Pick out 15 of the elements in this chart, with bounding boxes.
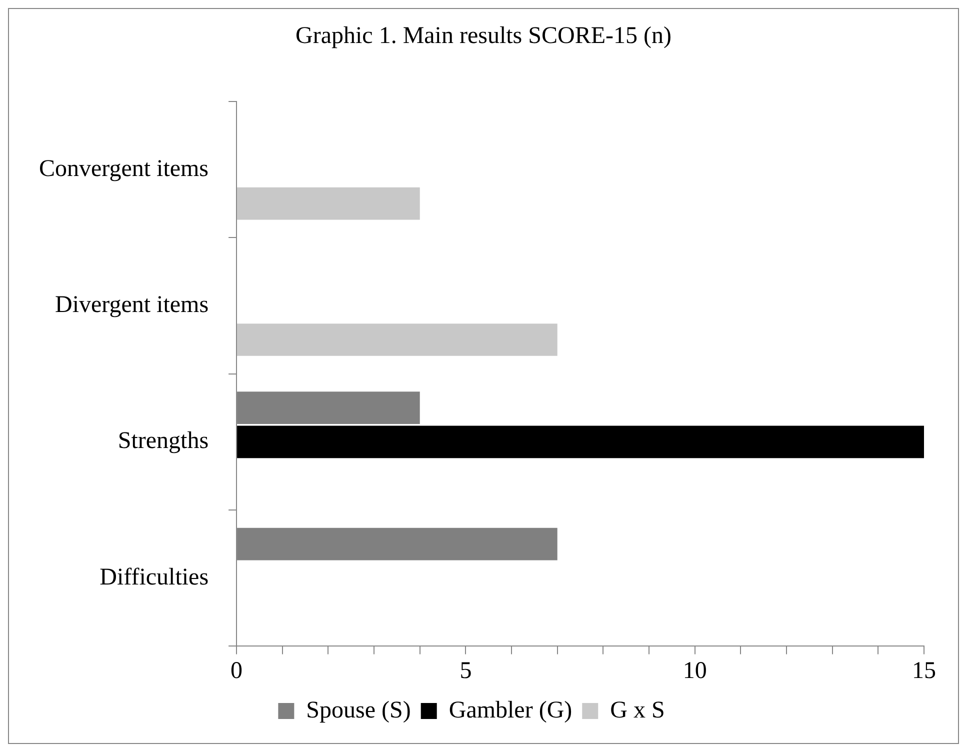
bar [237, 187, 420, 220]
bar [237, 324, 558, 356]
y-tick-label: Convergent items [38, 156, 209, 182]
legend-label: Spouse (S) [306, 697, 411, 724]
x-tick-label: 10 [682, 658, 707, 684]
bar [237, 426, 924, 458]
y-tick-label: Strengths [118, 428, 209, 454]
x-tick-label: 5 [460, 658, 472, 684]
x-tick-label: 0 [230, 658, 243, 684]
chart-title: Graphic 1. Main results SCORE-15 (n) [294, 22, 672, 51]
y-tick-label: Divergent items [55, 292, 209, 318]
y-tick-label: Difficulties [100, 564, 209, 590]
legend-label: G x S [610, 697, 665, 724]
x-tick-label: 15 [912, 658, 936, 684]
legend-label: Gambler (G) [448, 697, 572, 724]
